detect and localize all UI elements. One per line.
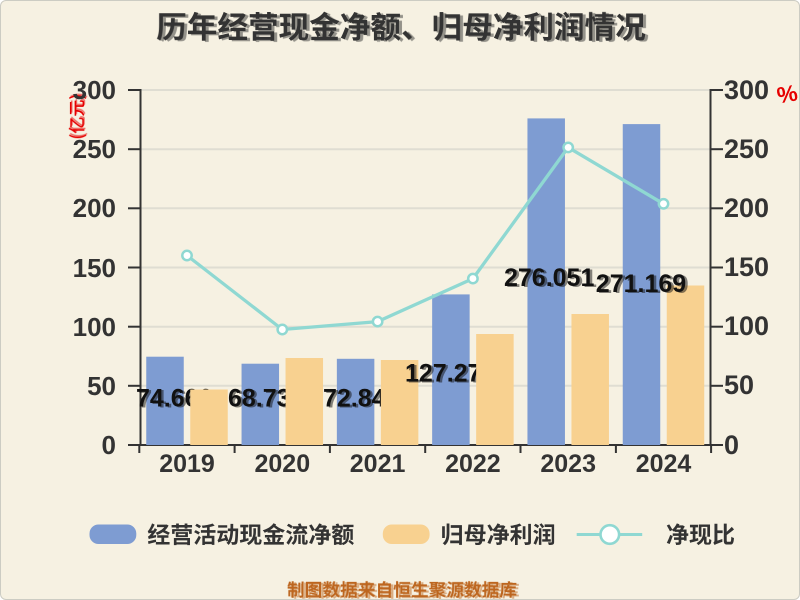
svg-text:271.169: 271.169 — [596, 270, 686, 298]
svg-text:276.051: 276.051 — [507, 265, 597, 293]
svg-text:276.051: 276.051 — [504, 264, 594, 292]
svg-text:271.169: 271.169 — [598, 271, 688, 299]
